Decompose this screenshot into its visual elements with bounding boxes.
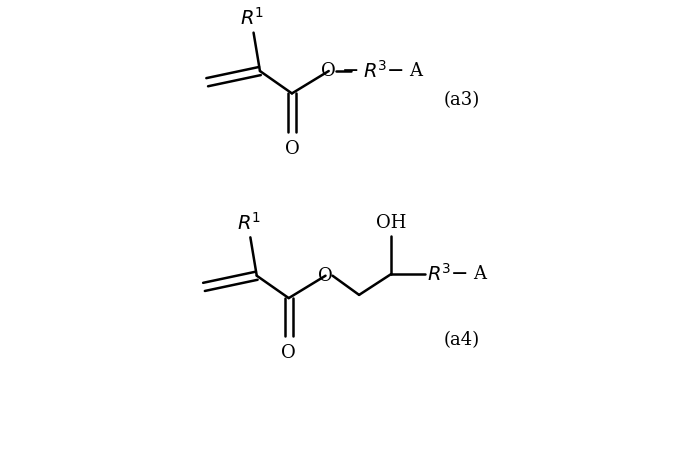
Text: (a4): (a4) <box>443 331 480 349</box>
Text: $R^3$: $R^3$ <box>363 60 387 82</box>
Text: $R^1$: $R^1$ <box>240 7 264 29</box>
Text: A: A <box>409 62 421 80</box>
Text: O: O <box>282 344 296 362</box>
Text: O: O <box>318 267 333 284</box>
Text: −: − <box>342 62 359 81</box>
Text: O: O <box>284 140 299 158</box>
Text: −: − <box>451 265 468 284</box>
Text: OH: OH <box>376 214 406 232</box>
Text: $R^1$: $R^1$ <box>237 212 261 233</box>
Text: −: − <box>387 62 405 81</box>
Text: $R^3$: $R^3$ <box>427 263 452 285</box>
Text: O: O <box>322 62 336 80</box>
Text: (a3): (a3) <box>443 91 480 109</box>
Text: A: A <box>473 265 486 283</box>
